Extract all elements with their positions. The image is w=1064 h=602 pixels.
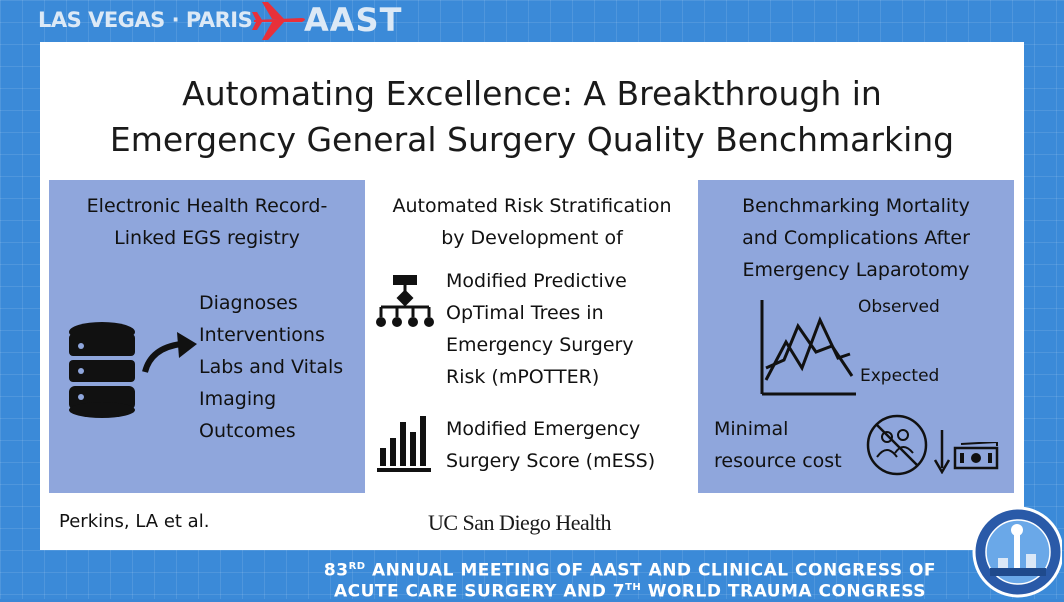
slide-title: Automating Excellence: A Breakthrough in… [40, 71, 1024, 163]
header-banner: LAS VEGAS · PARIS AAST [0, 0, 1064, 40]
aast-seal-logo [972, 506, 1062, 598]
item-diagnoses: Diagnoses [199, 292, 298, 314]
mpotter-description: Modified Predictive OpTimal Trees in Eme… [446, 265, 634, 393]
author-credit: Perkins, LA et al. [59, 511, 210, 532]
benchmarking-panel: Benchmarking Mortality and Complications… [698, 180, 1014, 493]
mpotter-line-2: OpTimal Trees in [446, 302, 604, 324]
mpotter-line-1: Modified Predictive [446, 270, 627, 292]
mess-line-2: Surgery Score (mESS) [446, 450, 656, 472]
bar-chart-icon [377, 416, 431, 472]
airplane-icon [252, 2, 305, 40]
mpotter-line-4: Risk (mPOTTER) [446, 366, 600, 388]
ehr-registry-panel: Electronic Health Record- Linked EGS reg… [49, 180, 365, 493]
header-aast: AAST [304, 1, 403, 39]
resource-cost-text: Minimal resource cost [714, 413, 842, 477]
item-outcomes: Outcomes [199, 420, 296, 442]
meeting-ordinal: RD [348, 561, 366, 572]
right-heading-3: Emergency Laparotomy [742, 259, 970, 281]
title-line-2: Emergency General Surgery Quality Benchm… [109, 120, 955, 159]
title-line-1: Automating Excellence: A Breakthrough in [182, 74, 882, 113]
observed-label: Observed [858, 297, 940, 317]
middle-heading-2: by Development of [441, 227, 623, 249]
database-icon [69, 322, 135, 418]
mess-description: Modified Emergency Surgery Score (mESS) [446, 413, 655, 477]
decision-tree-icon [376, 275, 434, 327]
arrow-right-icon [142, 332, 197, 373]
left-heading-2: Linked EGS registry [114, 227, 300, 249]
middle-heading-1: Automated Risk Stratification [392, 195, 672, 217]
risk-stratification-panel: Automated Risk Stratification by Develop… [366, 180, 698, 493]
item-interventions: Interventions [199, 324, 325, 346]
conference-line-2: ACUTE CARE SURGERY AND 7TH WORLD TRAUMA … [290, 578, 970, 602]
item-labs-vitals: Labs and Vitals [199, 356, 344, 378]
expected-label: Expected [860, 366, 940, 386]
conference-line-1: 83RD ANNUAL MEETING OF AAST AND CLINICAL… [290, 557, 970, 581]
mess-line-1: Modified Emergency [446, 418, 641, 440]
registry-items: Diagnoses Interventions Labs and Vitals … [199, 287, 343, 447]
money-icon [953, 442, 999, 470]
congress-ordinal: TH [625, 582, 642, 593]
cost-line-1: Minimal [714, 418, 789, 440]
down-arrow-icon [933, 430, 951, 474]
cost-line-2: resource cost [714, 450, 842, 472]
header-cities: LAS VEGAS · PARIS [38, 8, 253, 32]
line-chart-icon [760, 300, 856, 396]
left-heading-1: Electronic Health Record- [86, 195, 328, 217]
mpotter-line-3: Emergency Surgery [446, 334, 634, 356]
right-heading-1: Benchmarking Mortality [742, 195, 970, 217]
slide-panel: Automating Excellence: A Breakthrough in… [40, 42, 1024, 550]
no-people-icon [866, 414, 928, 476]
right-heading-2: and Complications After [742, 227, 970, 249]
meeting-text: ANNUAL MEETING OF AAST AND CLINICAL CONG… [365, 560, 937, 581]
meeting-number: 83 [323, 560, 349, 581]
congress-text-a: ACUTE CARE SURGERY AND 7 [333, 581, 626, 602]
congress-text-b: WORLD TRAUMA CONGRESS [641, 581, 927, 602]
item-imaging: Imaging [199, 388, 277, 410]
ucsd-health-logo: UC San Diego Health [428, 510, 611, 535]
